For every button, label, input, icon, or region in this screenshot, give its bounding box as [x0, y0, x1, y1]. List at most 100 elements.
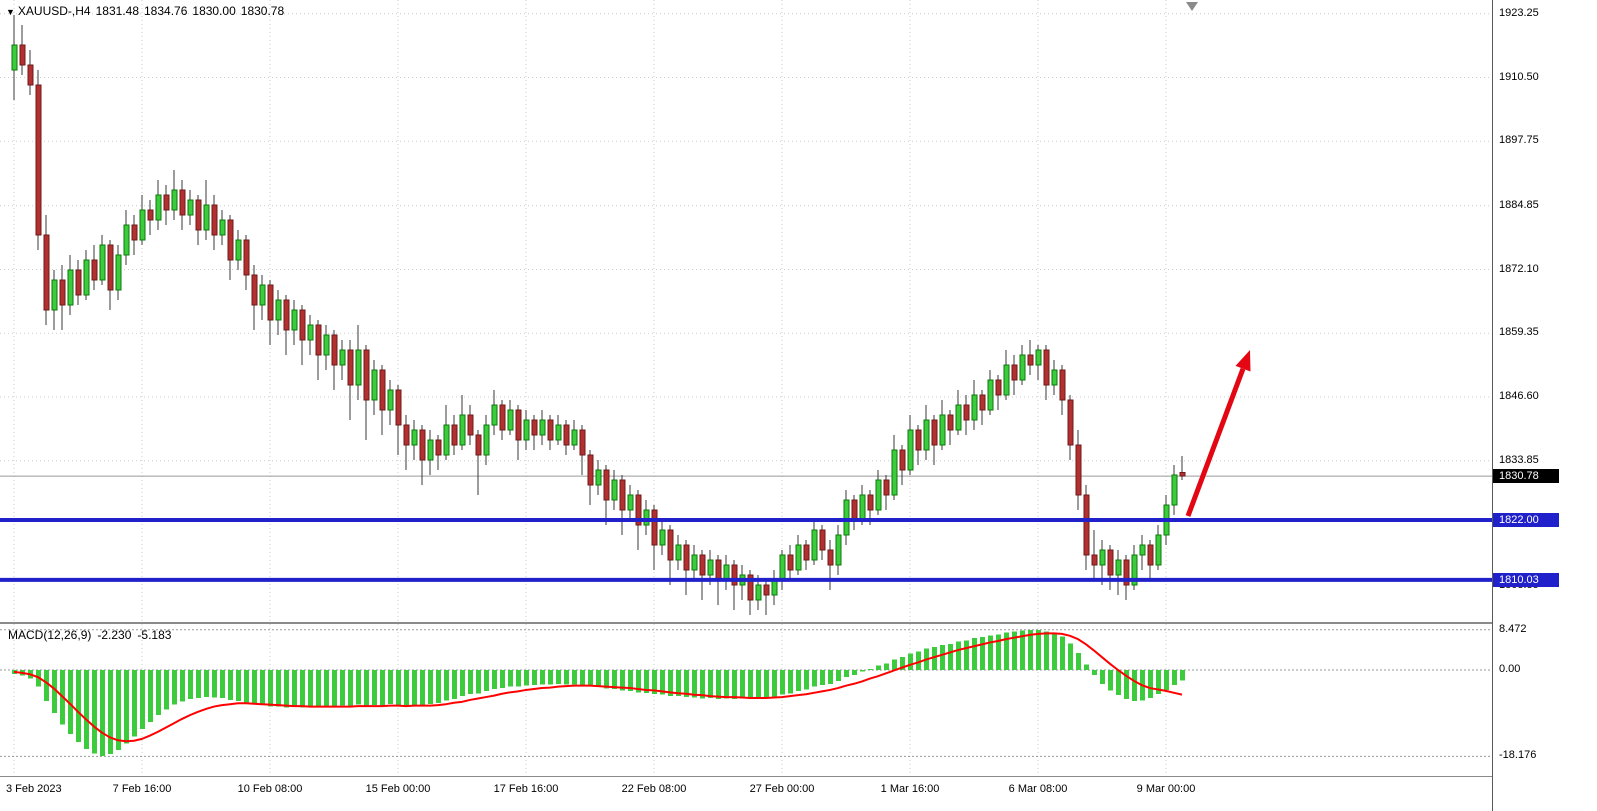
macd-histogram-bar [172, 670, 177, 705]
macd-histogram-bar [588, 670, 593, 687]
macd-histogram-bar [852, 670, 857, 675]
macd-histogram-bar [412, 670, 417, 706]
macd-histogram-bar [1036, 630, 1041, 670]
macd-histogram-bar [484, 670, 489, 691]
bull-candle-body [971, 394, 978, 421]
bull-candle-body [291, 309, 298, 331]
bull-candle-body [675, 544, 682, 561]
trend-arrow-head[interactable] [1235, 350, 1251, 372]
bear-candle-body [867, 494, 874, 511]
macd-histogram-bar [68, 670, 73, 735]
bull-candle-body [571, 429, 578, 446]
bear-candle-body [531, 419, 538, 436]
macd-histogram-bar [892, 659, 897, 670]
bear-candle-body [1179, 472, 1186, 477]
time-axis[interactable]: 3 Feb 2023 7 Feb 16:00 10 Feb 08:00 15 Feb … [0, 777, 1492, 811]
candlesticks [11, 15, 1186, 615]
macd-histogram-bar [908, 653, 913, 670]
price-chart[interactable] [0, 0, 1492, 622]
bear-candle-body [995, 379, 1002, 396]
price-axis[interactable]: 1923.25 1910.50 1897.75 1884.85 1872.10 1859.… [1492, 0, 1597, 811]
macd-indicator-label: MACD(12,26,9) -2.230 -5.183 [8, 628, 177, 642]
bull-candle-body [755, 584, 762, 601]
macd-histogram-bar [548, 670, 553, 685]
bear-candle-body [827, 549, 834, 566]
axis-separator [0, 776, 1597, 777]
macd-histogram-bar [812, 670, 817, 687]
macd-histogram-bar [332, 670, 337, 707]
macd-histogram-bar [316, 670, 321, 708]
macd-histogram-bar [932, 647, 937, 670]
macd-histogram-bar [340, 670, 345, 706]
macd-histogram-bar [508, 670, 513, 687]
macd-histogram-bar [804, 670, 809, 690]
macd-histogram-bar [828, 670, 833, 684]
trend-arrow-annotation[interactable] [1185, 367, 1246, 517]
macd-histogram-bar [660, 670, 665, 695]
bull-candle-body [483, 424, 490, 456]
macd-histogram-bar [836, 670, 841, 681]
macd-histogram-bar [228, 670, 233, 700]
bull-candle-body [99, 244, 106, 281]
ohlc-close-value: 1830.78 [240, 4, 285, 18]
panel-separator[interactable] [0, 622, 1597, 624]
bull-candle-body [67, 269, 74, 306]
macd-histogram-bar [1004, 632, 1009, 670]
macd-histogram-bar [516, 670, 521, 687]
macd-histogram-bar [732, 670, 737, 699]
bear-candle-body [619, 479, 626, 511]
bear-candle-body [1091, 554, 1098, 566]
bull-candle-body [539, 419, 546, 436]
indicator-axis-label: 8.472 [1499, 622, 1527, 635]
macd-histogram-bar [844, 670, 849, 678]
bear-candle-body [715, 559, 722, 581]
bear-candle-body [1027, 354, 1034, 366]
level-price-tag: 1810.03 [1493, 572, 1559, 587]
macd-histogram-bar [444, 670, 449, 701]
macd-histogram-bar [1060, 636, 1065, 670]
macd-histogram-bar [1044, 631, 1049, 670]
bull-candle-body [355, 349, 362, 386]
bear-candle-body [267, 284, 274, 321]
bull-candle-body [1099, 549, 1106, 566]
current-price-tag: 1830.78 [1493, 469, 1559, 484]
indicator-axis-label: -18.176 [1499, 749, 1537, 762]
bear-candle-body [435, 439, 442, 456]
bear-candle-body [43, 234, 50, 311]
bull-candle-body [659, 529, 666, 546]
macd-histogram-bar [860, 670, 865, 672]
time-axis-label: 17 Feb 16:00 [493, 783, 559, 795]
bear-candle-body [563, 424, 570, 446]
bull-candle-body [955, 404, 962, 431]
bear-candle-body [59, 279, 66, 306]
macd-histogram-bar [276, 670, 281, 707]
macd-histogram-bar [1156, 670, 1161, 695]
macd-histogram-bar [676, 670, 681, 697]
chart-shift-marker-icon[interactable] [1186, 2, 1198, 11]
bear-candle-body [947, 414, 954, 431]
macd-main-value: -2.230 [97, 628, 132, 642]
macd-histogram-bar [716, 670, 721, 699]
time-axis-label: 1 Mar 16:00 [880, 783, 940, 795]
bull-candle-body [259, 284, 266, 306]
bear-candle-body [1075, 444, 1082, 496]
macd-histogram-bar [1108, 670, 1113, 691]
macd-histogram-bar [476, 670, 481, 694]
macd-histogram-bar [308, 670, 313, 707]
time-axis-label: 10 Feb 08:00 [237, 783, 303, 795]
bear-candle-body [35, 84, 42, 236]
price-axis-label: 1846.60 [1499, 390, 1539, 402]
macd-histogram-bar [1124, 670, 1129, 699]
macd-histogram-bar [428, 670, 433, 705]
macd-histogram-bar [796, 670, 801, 691]
bull-candle-body [691, 554, 698, 571]
bear-candle-body [763, 584, 770, 596]
macd-histogram-bar [1180, 670, 1185, 681]
macd-histogram-bar [780, 670, 785, 695]
bull-candle-body [443, 424, 450, 456]
bull-candle-body [795, 544, 802, 571]
bear-candle-body [931, 419, 938, 446]
macd-histogram-bar [116, 670, 121, 750]
macd-histogram-bar [644, 670, 649, 693]
macd-indicator-panel[interactable] [0, 624, 1492, 776]
